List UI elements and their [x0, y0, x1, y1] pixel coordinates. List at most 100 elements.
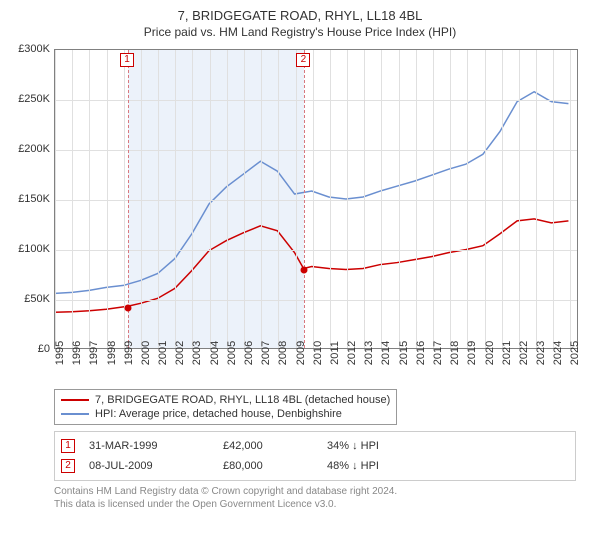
legend-item: HPI: Average price, detached house, Denb…: [61, 407, 390, 421]
x-tick-label: 2004: [209, 341, 221, 365]
x-tick-label: 2017: [432, 341, 444, 365]
x-tick-label: 1996: [71, 341, 83, 365]
gridline: [89, 50, 90, 348]
y-tick-label: £250K: [18, 93, 50, 105]
x-tick-label: 1995: [54, 341, 66, 365]
x-tick-label: 2012: [346, 341, 358, 365]
y-tick-label: £50K: [24, 293, 50, 305]
gridline: [416, 50, 417, 348]
gridline: [55, 250, 577, 251]
legend-item: 7, BRIDGEGATE ROAD, RHYL, LL18 4BL (deta…: [61, 393, 390, 407]
x-tick-label: 2001: [157, 341, 169, 365]
x-tick-label: 2010: [312, 341, 324, 365]
sale-delta: 34% ↓ HPI: [327, 440, 447, 452]
y-tick-label: £300K: [18, 43, 50, 55]
legend-label: HPI: Average price, detached house, Denb…: [95, 408, 342, 420]
gridline: [55, 50, 56, 348]
x-tick-label: 2011: [329, 341, 341, 365]
gridline: [519, 50, 520, 348]
x-tick-label: 2005: [226, 341, 238, 365]
sale-price: £80,000: [223, 460, 323, 472]
sale-date: 08-JUL-2009: [89, 460, 219, 472]
sale-point: [125, 305, 132, 312]
x-tick-label: 2002: [174, 341, 186, 365]
gridline: [347, 50, 348, 348]
sale-price: £42,000: [223, 440, 323, 452]
legend-swatch: [61, 399, 89, 401]
x-tick-label: 2015: [398, 341, 410, 365]
x-tick-label: 2009: [295, 341, 307, 365]
gridline: [450, 50, 451, 348]
gridline: [330, 50, 331, 348]
gridline: [124, 50, 125, 348]
y-tick-label: £150K: [18, 193, 50, 205]
gridline: [399, 50, 400, 348]
gridline: [227, 50, 228, 348]
x-tick-label: 2023: [535, 341, 547, 365]
x-tick-label: 2007: [260, 341, 272, 365]
legend-swatch: [61, 413, 89, 415]
series-hpi: [55, 92, 568, 294]
x-tick-label: 2021: [501, 341, 513, 365]
sale-num-box: 2: [61, 459, 75, 473]
gridline: [107, 50, 108, 348]
gridline: [485, 50, 486, 348]
page-title: 7, BRIDGEGATE ROAD, RHYL, LL18 4BL: [12, 8, 588, 23]
gridline: [141, 50, 142, 348]
sale-delta: 48% ↓ HPI: [327, 460, 447, 472]
x-tick-label: 1999: [123, 341, 135, 365]
gridline: [261, 50, 262, 348]
footnote-line: This data is licensed under the Open Gov…: [54, 498, 588, 511]
gridline: [278, 50, 279, 348]
y-axis: £0£50K£100K£150K£200K£250K£300K: [12, 49, 52, 349]
sale-point: [301, 267, 308, 274]
x-tick-label: 2014: [380, 341, 392, 365]
y-tick-label: £0: [38, 343, 50, 355]
chart: £0£50K£100K£150K£200K£250K£300K 19951996…: [12, 45, 588, 385]
gridline: [55, 100, 577, 101]
sale-row: 2 08-JUL-2009 £80,000 48% ↓ HPI: [61, 456, 569, 476]
x-tick-label: 2019: [466, 341, 478, 365]
sale-marker: 2: [296, 53, 310, 67]
gridline: [536, 50, 537, 348]
gridline: [55, 300, 577, 301]
gridline: [553, 50, 554, 348]
gridline: [244, 50, 245, 348]
gridline: [570, 50, 571, 348]
gridline: [192, 50, 193, 348]
x-tick-label: 2006: [243, 341, 255, 365]
x-tick-label: 2013: [363, 341, 375, 365]
footnote: Contains HM Land Registry data © Crown c…: [54, 485, 588, 511]
legend: 7, BRIDGEGATE ROAD, RHYL, LL18 4BL (deta…: [54, 389, 397, 425]
x-tick-label: 2020: [484, 341, 496, 365]
gridline: [210, 50, 211, 348]
y-tick-label: £200K: [18, 143, 50, 155]
plot-area: [54, 49, 578, 349]
gridline: [296, 50, 297, 348]
gridline: [364, 50, 365, 348]
x-tick-label: 1998: [106, 341, 118, 365]
sale-vline: [128, 50, 129, 348]
x-axis: 1995199619971998199920002001200220032004…: [54, 351, 578, 385]
gridline: [467, 50, 468, 348]
sale-marker: 1: [120, 53, 134, 67]
sale-num-box: 1: [61, 439, 75, 453]
chart-lines: [55, 50, 577, 348]
page-subtitle: Price paid vs. HM Land Registry's House …: [12, 25, 588, 39]
series-price_paid: [55, 219, 568, 312]
gridline: [313, 50, 314, 348]
sales-table: 1 31-MAR-1999 £42,000 34% ↓ HPI 2 08-JUL-2009…: [54, 431, 576, 481]
gridline: [502, 50, 503, 348]
x-tick-label: 2025: [569, 341, 581, 365]
x-tick-label: 2008: [277, 341, 289, 365]
sale-vline: [304, 50, 305, 348]
x-tick-label: 2000: [140, 341, 152, 365]
footnote-line: Contains HM Land Registry data © Crown c…: [54, 485, 588, 498]
x-tick-label: 2024: [552, 341, 564, 365]
x-tick-label: 2022: [518, 341, 530, 365]
sale-row: 1 31-MAR-1999 £42,000 34% ↓ HPI: [61, 436, 569, 456]
gridline: [55, 200, 577, 201]
gridline: [433, 50, 434, 348]
gridline: [175, 50, 176, 348]
sale-date: 31-MAR-1999: [89, 440, 219, 452]
